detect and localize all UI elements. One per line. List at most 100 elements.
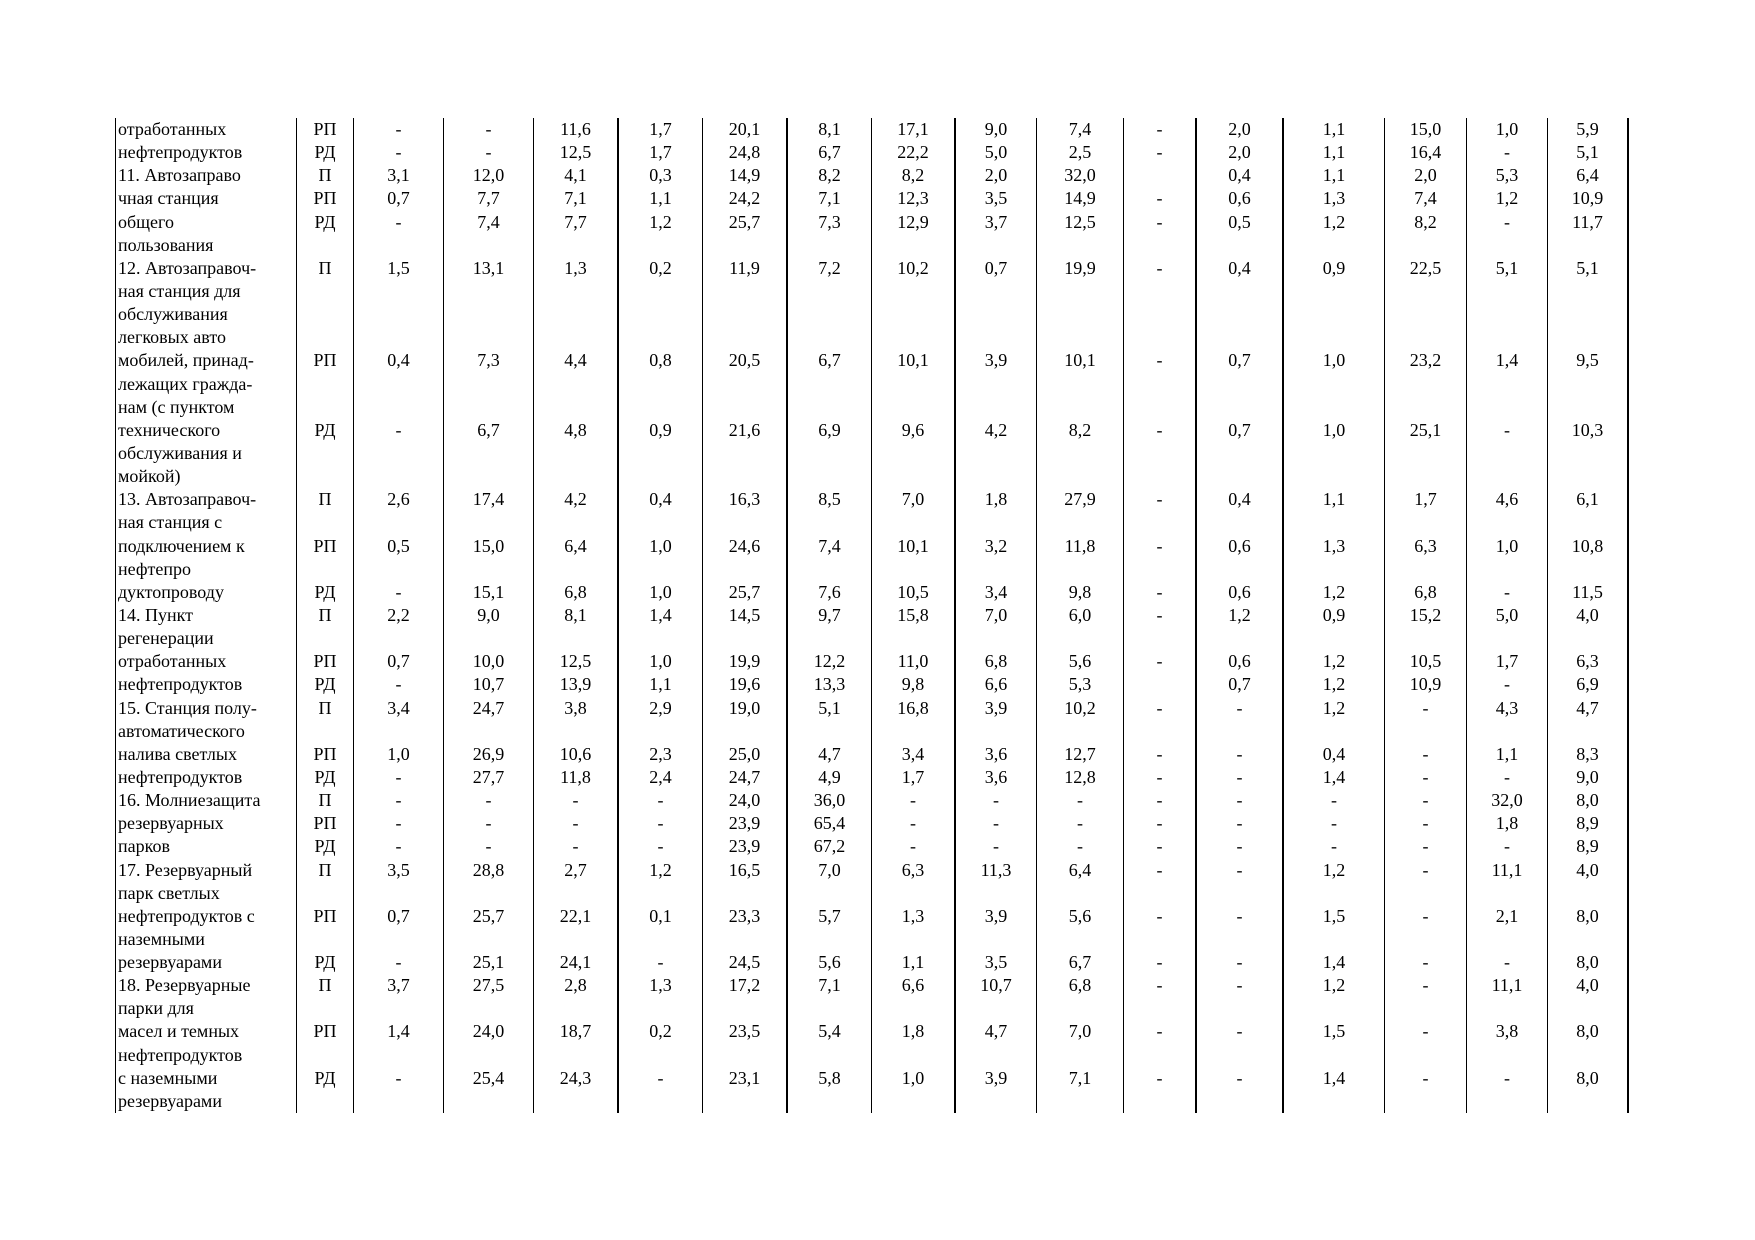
- value-cell: 1,2: [1284, 858, 1385, 882]
- value-cell: -: [354, 1066, 444, 1090]
- value-cell: 0,7: [354, 187, 444, 211]
- row-label: нефтепродуктов: [115, 765, 297, 790]
- row-label: автоматического: [115, 719, 297, 743]
- value-cell: [354, 303, 444, 327]
- value-cell: -: [1467, 835, 1548, 859]
- value-cell: [534, 719, 619, 743]
- value-cell: 5,7: [788, 904, 872, 928]
- value-cell: -: [1197, 904, 1284, 928]
- value-cell: 7,2: [788, 256, 872, 280]
- value-cell: [1385, 627, 1467, 651]
- value-cell: [1548, 997, 1629, 1021]
- value-cell: 24,0: [703, 789, 788, 813]
- value-cell: 25,7: [703, 210, 788, 234]
- row-label: ная станция с: [115, 511, 297, 535]
- value-cell: [788, 279, 872, 304]
- value-cell: -: [1284, 812, 1385, 836]
- value-cell: 7,4: [1037, 118, 1124, 142]
- value-cell: 6,8: [956, 650, 1037, 674]
- value-cell: [1037, 997, 1124, 1021]
- value-cell: -: [1124, 603, 1197, 628]
- table-row: легковых авто: [115, 326, 1629, 350]
- value-cell: [619, 465, 703, 489]
- value-cell: 11,0: [872, 650, 956, 674]
- value-cell: 12,8: [1037, 765, 1124, 790]
- value-cell: 1,2: [1467, 187, 1548, 211]
- value-cell: [1284, 441, 1385, 466]
- value-cell: 2,9: [619, 696, 703, 720]
- value-cell: 9,8: [872, 673, 956, 697]
- value-cell: -: [1124, 580, 1197, 604]
- value-cell: -: [1197, 765, 1284, 790]
- value-cell: [1124, 164, 1197, 188]
- value-cell: 10,6: [534, 742, 619, 766]
- value-cell: 23,1: [703, 1066, 788, 1090]
- value-cell: 20,5: [703, 349, 788, 373]
- table-row: резервуарами: [115, 1089, 1629, 1114]
- value-cell: 10,8: [1548, 534, 1629, 558]
- row-label: лежащих гражда-: [115, 372, 297, 396]
- value-cell: [1385, 326, 1467, 350]
- row-code: РП: [297, 904, 354, 928]
- value-cell: 12,0: [444, 164, 534, 188]
- row-label: чная станция: [115, 187, 297, 211]
- value-cell: [1548, 326, 1629, 350]
- value-cell: 1,0: [619, 580, 703, 604]
- value-cell: 25,1: [1385, 418, 1467, 442]
- value-cell: 9,5: [1548, 349, 1629, 373]
- value-cell: 1,2: [1284, 650, 1385, 674]
- value-cell: [534, 1089, 619, 1114]
- table-row: пользования: [115, 233, 1629, 257]
- value-cell: -: [1124, 974, 1197, 998]
- row-code: РД: [297, 141, 354, 165]
- value-cell: 11,1: [1467, 974, 1548, 998]
- table-row: парков РД - - - -23,9 67,2- - - - - - - -8,9: [115, 835, 1629, 859]
- value-cell: 1,7: [1385, 488, 1467, 512]
- value-cell: 11,6: [534, 118, 619, 142]
- value-cell: -: [354, 580, 444, 604]
- value-cell: [354, 233, 444, 257]
- value-cell: [1385, 881, 1467, 905]
- table-row: общего РД -7,4 7,7 1,2 25,7 7,3 12,9 3,7 12,5-0,5…: [115, 210, 1629, 234]
- value-cell: 12,5: [534, 141, 619, 165]
- value-cell: 4,0: [1548, 974, 1629, 998]
- value-cell: [1284, 719, 1385, 743]
- value-cell: 25,7: [444, 904, 534, 928]
- value-cell: -: [1124, 1020, 1197, 1044]
- value-cell: -: [354, 141, 444, 165]
- value-cell: [956, 927, 1037, 952]
- value-cell: 19,0: [703, 696, 788, 720]
- value-cell: [1197, 719, 1284, 743]
- value-cell: [1284, 395, 1385, 419]
- value-cell: 3,9: [956, 904, 1037, 928]
- value-cell: 1,0: [619, 534, 703, 558]
- value-cell: [872, 1043, 956, 1067]
- row-code: [297, 1043, 354, 1067]
- value-cell: 3,1: [354, 164, 444, 188]
- value-cell: [534, 997, 619, 1021]
- value-cell: 1,1: [1284, 118, 1385, 142]
- value-cell: [619, 1043, 703, 1067]
- table-row: подключением к РП 0,5 15,0 6,4 1,0 24,6 7,4 10,1…: [115, 534, 1629, 558]
- value-cell: 10,2: [1037, 696, 1124, 720]
- value-cell: 1,4: [1284, 951, 1385, 975]
- value-cell: [444, 303, 534, 327]
- value-cell: 5,1: [1548, 141, 1629, 165]
- value-cell: -: [619, 1066, 703, 1090]
- value-cell: 1,2: [1284, 580, 1385, 604]
- value-cell: 5,0: [1467, 603, 1548, 628]
- value-cell: -: [1124, 696, 1197, 720]
- value-cell: 1,3: [1284, 534, 1385, 558]
- value-cell: 6,7: [444, 418, 534, 442]
- row-label: с наземными: [115, 1066, 297, 1090]
- value-cell: 8,0: [1548, 904, 1629, 928]
- value-cell: 24,2: [703, 187, 788, 211]
- value-cell: [788, 1089, 872, 1114]
- value-cell: [1197, 326, 1284, 350]
- table-row: парк светлых: [115, 881, 1629, 905]
- value-cell: 3,6: [956, 742, 1037, 766]
- value-cell: 1,0: [1284, 349, 1385, 373]
- value-cell: -: [1385, 765, 1467, 790]
- value-cell: [1385, 233, 1467, 257]
- value-cell: [872, 441, 956, 466]
